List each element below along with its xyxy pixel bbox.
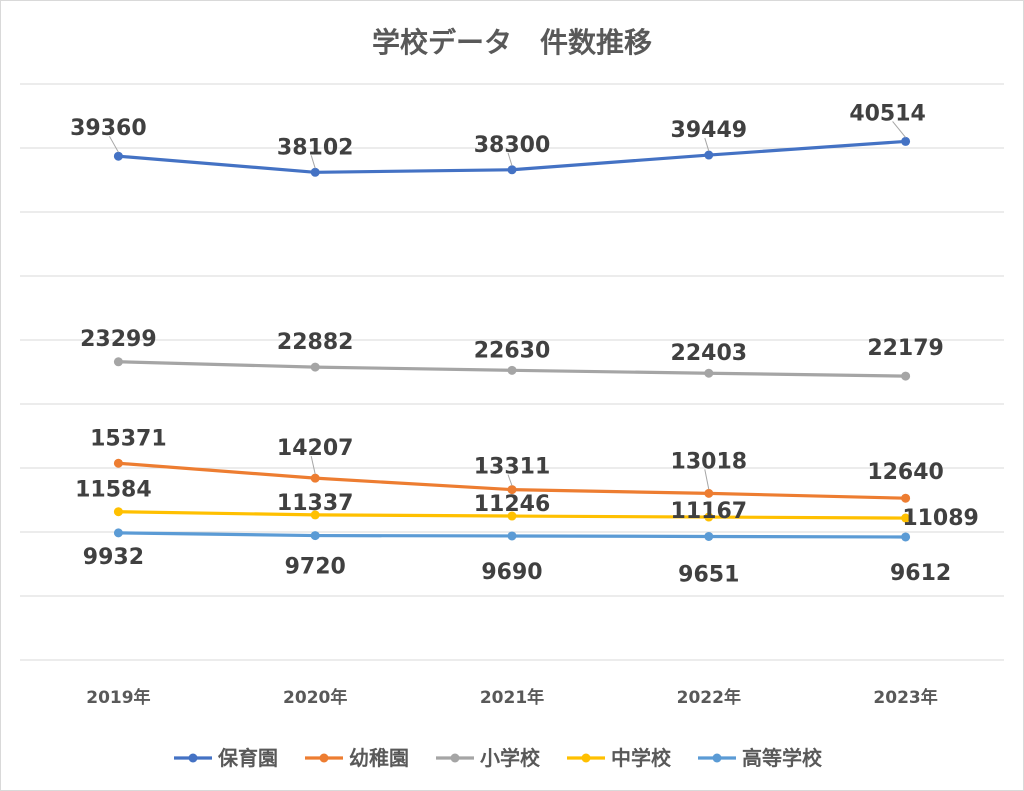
leader-line — [892, 121, 906, 138]
legend-label: 小学校 — [480, 746, 541, 770]
data-point — [113, 357, 123, 367]
x-tick-label: 2022年 — [677, 687, 741, 708]
data-label: 13018 — [671, 449, 748, 474]
data-label: 9932 — [83, 545, 144, 570]
legend: 保育園 幼稚園 小学校 中学校 高等学校 — [174, 746, 823, 770]
data-label: 9651 — [678, 562, 739, 587]
legend-item: 中学校 — [567, 746, 672, 770]
x-tick-label: 2021年 — [480, 687, 544, 708]
data-label: 38102 — [277, 135, 354, 160]
legend-label: 中学校 — [611, 746, 672, 770]
legend-label: 高等学校 — [742, 746, 823, 770]
data-label: 40514 — [849, 101, 926, 126]
data-point — [901, 371, 911, 381]
data-point — [310, 531, 320, 541]
leader-line — [507, 152, 513, 166]
data-point — [507, 365, 517, 375]
data-point — [704, 512, 714, 522]
legend-marker — [319, 753, 329, 763]
data-label: 15371 — [90, 426, 167, 451]
data-point — [507, 531, 517, 541]
data-label: 12640 — [867, 460, 944, 485]
leader-line — [507, 474, 513, 486]
data-point — [113, 458, 123, 468]
data-point — [704, 150, 714, 160]
data-point — [310, 510, 320, 520]
x-tick-label: 2020年 — [283, 687, 347, 708]
leader-line — [310, 456, 316, 475]
data-label: 23299 — [80, 327, 157, 352]
data-point — [901, 513, 911, 523]
data-label: 22630 — [474, 338, 551, 363]
data-point — [704, 368, 714, 378]
data-label: 22403 — [671, 341, 748, 366]
data-point — [901, 493, 911, 503]
legend-marker — [581, 753, 591, 763]
x-tick-label: 2019年 — [86, 687, 150, 708]
data-point — [901, 136, 911, 146]
x-axis-ticks: 2019年 2020年 2021年 2022年 2023年 — [86, 687, 938, 708]
data-point — [113, 528, 123, 538]
legend-marker — [188, 753, 198, 763]
data-label: 9612 — [890, 561, 951, 586]
data-label: 11584 — [75, 478, 152, 503]
data-point — [901, 532, 911, 542]
data-label: 11337 — [277, 491, 354, 516]
data-labels-layer: 39360 38102 38300 39449 40514 15371 14207 13311… — [70, 101, 979, 587]
legend-label: 幼稚園 — [349, 746, 409, 770]
data-point — [507, 485, 517, 495]
gridlines — [20, 83, 1004, 661]
data-label: 38300 — [474, 133, 551, 158]
data-point — [704, 531, 714, 541]
data-point — [310, 362, 320, 372]
data-label: 11167 — [671, 499, 748, 524]
chart-title: 学校データ 件数推移 — [372, 26, 652, 59]
data-label: 22882 — [277, 330, 354, 355]
legend-label: 保育園 — [217, 746, 278, 770]
data-label: 9690 — [481, 560, 542, 585]
data-label: 9720 — [285, 555, 346, 580]
legend-item: 小学校 — [436, 746, 541, 770]
data-label: 39360 — [70, 116, 147, 141]
leader-line — [108, 135, 119, 153]
data-point — [507, 511, 517, 521]
data-point — [704, 488, 714, 498]
data-point — [310, 473, 320, 483]
data-label: 13311 — [474, 455, 551, 480]
data-label: 11089 — [902, 506, 979, 531]
x-tick-label: 2023年 — [873, 687, 937, 708]
data-label: 39449 — [671, 118, 748, 143]
data-point — [113, 507, 123, 517]
data-point — [507, 165, 517, 175]
leader-line — [310, 155, 316, 169]
data-label: 11246 — [474, 492, 551, 517]
legend-item: 高等学校 — [698, 746, 823, 770]
data-label: 22179 — [867, 336, 944, 361]
legend-item: 幼稚園 — [305, 746, 409, 770]
legend-item: 保育園 — [174, 746, 278, 770]
leader-line — [704, 137, 710, 152]
legend-marker — [712, 753, 722, 763]
series-layer — [113, 136, 911, 542]
data-label: 14207 — [277, 436, 354, 461]
data-point — [310, 167, 320, 177]
legend-marker — [450, 753, 460, 763]
leader-line — [704, 469, 710, 490]
data-point — [113, 151, 123, 161]
